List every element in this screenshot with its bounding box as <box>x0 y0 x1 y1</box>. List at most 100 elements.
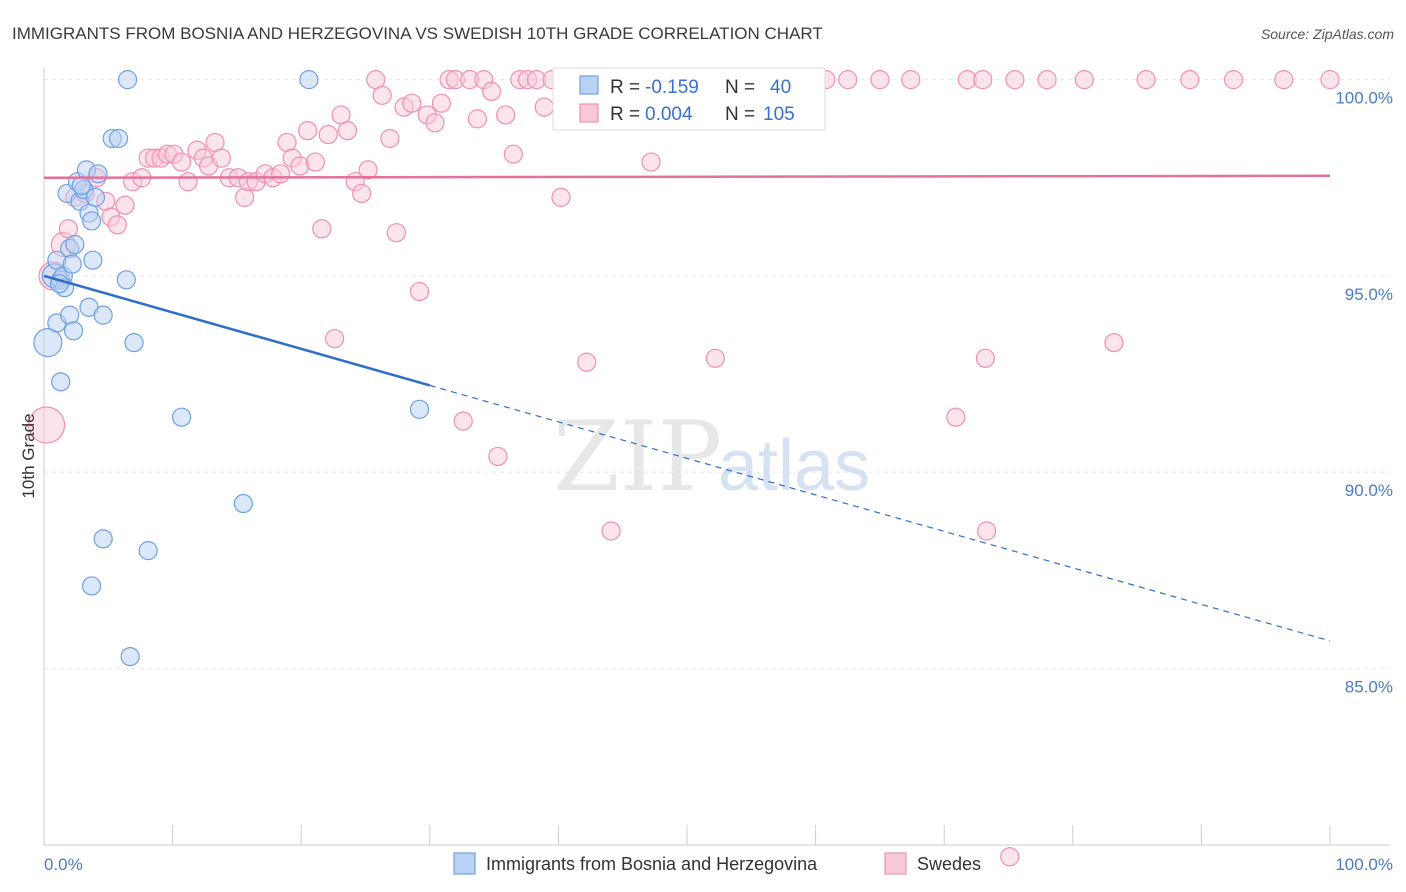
point-swedes-38 <box>312 219 332 239</box>
point-swedes-55 <box>431 93 451 113</box>
stats-r-value-bosnia: -0.159 <box>645 77 699 98</box>
point-swedes-9 <box>107 215 127 235</box>
stats-n-label-bosnia: N = <box>725 77 755 98</box>
y-axis-label: 10th Grade <box>19 413 38 498</box>
point-bosnia-39 <box>65 234 85 255</box>
point-swedes-101 <box>1320 70 1340 90</box>
y-tick-label-1: 95.0% <box>1345 285 1393 304</box>
point-swedes-65 <box>503 144 523 164</box>
point-swedes-73 <box>577 352 597 372</box>
axes <box>43 68 1390 846</box>
point-swedes-37 <box>305 152 325 172</box>
point-swedes-27 <box>235 187 255 207</box>
gridlines <box>44 79 1390 669</box>
point-swedes-99 <box>1223 70 1244 90</box>
point-swedes-89 <box>901 70 921 90</box>
point-swedes-95 <box>1074 70 1094 90</box>
y-tick-label-0: 100.0% <box>1335 89 1393 108</box>
legend-swatch-bosnia <box>453 852 476 875</box>
point-swedes-63 <box>488 446 508 467</box>
point-swedes-98 <box>1180 70 1200 90</box>
trend-line-bosnia <box>43 274 431 387</box>
point-bosnia-20 <box>83 250 103 270</box>
point-swedes-52 <box>409 281 430 302</box>
point-swedes-32 <box>271 164 291 184</box>
point-swedes-48 <box>380 128 400 149</box>
point-bosnia-34 <box>120 646 140 667</box>
point-bosnia-21 <box>88 164 108 184</box>
point-bosnia-29 <box>172 407 192 427</box>
trend-line-bosnia-extrapolated <box>429 384 1331 642</box>
x-tick-labels: 0.0% 100.0% <box>44 855 1393 874</box>
point-swedes-36 <box>298 121 318 141</box>
point-swedes-62 <box>481 81 502 102</box>
point-bosnia-24 <box>108 128 129 149</box>
legend: Immigrants from Bosnia and Herzegovina S… <box>453 852 981 875</box>
point-bosnia-12 <box>63 321 84 341</box>
data-points <box>27 70 1340 867</box>
point-bosnia-33 <box>81 576 102 596</box>
point-bosnia-36 <box>85 187 106 207</box>
point-swedes-0 <box>27 406 66 444</box>
point-bosnia-26 <box>116 270 136 290</box>
x-tick-label-0: 0.0% <box>44 855 83 874</box>
trend-line-swedes <box>43 174 1331 179</box>
point-swedes-60 <box>467 109 487 129</box>
point-bosnia-7 <box>51 372 71 392</box>
stats-r-label-swedes: R = <box>610 104 640 125</box>
stats-n-value-bosnia: 40 <box>770 77 791 98</box>
point-swedes-90 <box>946 407 966 427</box>
point-swedes-51 <box>402 93 422 113</box>
y-tick-label-2: 90.0% <box>1345 481 1393 500</box>
point-swedes-40 <box>325 329 345 349</box>
point-swedes-39 <box>318 124 338 145</box>
point-swedes-93 <box>1005 70 1025 90</box>
legend-label-swedes: Swedes <box>917 854 981 874</box>
point-swedes-103 <box>973 70 993 90</box>
point-swedes-96 <box>1104 333 1124 353</box>
chart-title: IMMIGRANTS FROM BOSNIA AND HERZEGOVINA V… <box>12 24 823 43</box>
point-swedes-58 <box>453 411 473 431</box>
point-swedes-88 <box>870 70 890 90</box>
legend-label-bosnia: Immigrants from Bosnia and Herzegovina <box>486 854 818 874</box>
point-swedes-54 <box>425 113 445 133</box>
chart-source: Source: ZipAtlas.com <box>1261 26 1394 42</box>
point-swedes-78 <box>641 152 661 172</box>
point-swedes-64 <box>496 105 516 125</box>
point-bosnia-18 <box>81 211 102 231</box>
point-swedes-19 <box>178 172 198 192</box>
point-swedes-69 <box>534 97 554 117</box>
point-swedes-81 <box>705 348 725 368</box>
watermark-zip: ZIP <box>553 401 722 513</box>
point-swedes-42 <box>337 121 358 141</box>
point-bosnia-11 <box>60 305 80 325</box>
point-swedes-18 <box>172 152 192 172</box>
point-swedes-44 <box>352 183 372 204</box>
y-tick-label-3: 85.0% <box>1345 677 1393 696</box>
point-bosnia-22 <box>93 305 113 325</box>
trend-lines <box>43 174 1331 642</box>
point-bosnia-31 <box>299 70 319 90</box>
stats-n-label-swedes: N = <box>725 104 755 125</box>
point-bosnia-0 <box>33 328 63 358</box>
point-swedes-24 <box>211 148 232 168</box>
point-swedes-100 <box>1274 70 1294 90</box>
watermark-atlas: atlas <box>718 426 870 506</box>
point-bosnia-37 <box>71 176 91 196</box>
point-bosnia-35 <box>409 399 430 419</box>
stats-swatch-bosnia <box>579 75 599 95</box>
point-bosnia-30 <box>233 493 253 514</box>
stats-box: R = -0.159 N = 40 R = 0.004 N = 105 <box>552 67 826 131</box>
point-bosnia-10 <box>62 254 82 274</box>
stats-n-value-swedes: 105 <box>763 104 795 125</box>
point-swedes-75 <box>601 521 621 541</box>
x-tick-label-1: 100.0% <box>1335 855 1393 874</box>
point-swedes-97 <box>1136 70 1156 90</box>
stats-r-value-swedes: 0.004 <box>645 104 693 125</box>
point-bosnia-32 <box>93 529 113 549</box>
point-bosnia-28 <box>138 541 158 561</box>
point-swedes-104 <box>1000 847 1020 867</box>
point-bosnia-27 <box>124 333 144 353</box>
stats-r-label-bosnia: R = <box>610 77 640 98</box>
